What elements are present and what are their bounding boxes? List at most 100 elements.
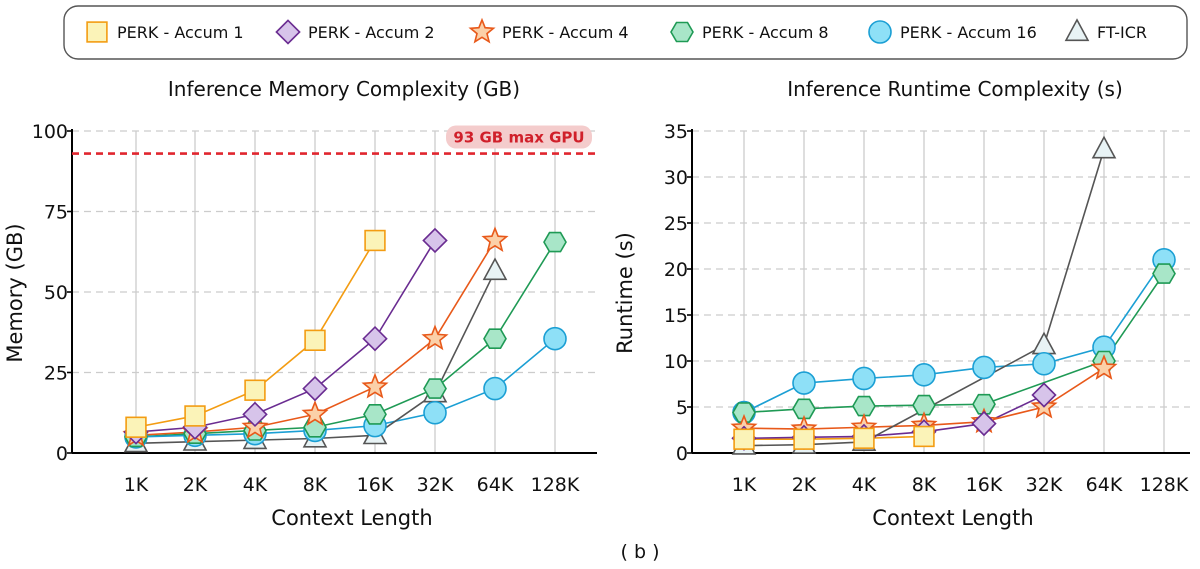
- data-point: [483, 376, 507, 401]
- x-tick-label: 8K: [303, 474, 328, 496]
- x-tick-label: 128K: [1140, 474, 1189, 496]
- y-tick-label: 15: [664, 305, 688, 327]
- data-point: [363, 403, 387, 425]
- data-point: [303, 416, 327, 438]
- chart-title: Inference Memory Complexity (GB): [168, 77, 520, 101]
- legend-marker-circle: [868, 20, 892, 44]
- data-point: [1032, 351, 1056, 376]
- series-perk-accum-2: [123, 227, 448, 445]
- data-point: [543, 231, 567, 253]
- max-gpu-badge: [446, 125, 592, 149]
- data-point: [913, 425, 935, 448]
- x-axis-label: Context Length: [271, 506, 432, 530]
- y-axis-label: Memory (GB): [3, 223, 27, 362]
- legend-marker-triangle: [1064, 18, 1090, 42]
- data-point: [972, 393, 996, 415]
- legend-label: PERK - Accum 8: [702, 23, 829, 42]
- data-point: [302, 375, 328, 402]
- y-tick-label: 25: [44, 363, 68, 385]
- data-point: [421, 324, 449, 351]
- data-point: [422, 227, 448, 254]
- y-axis-label: Runtime (s): [613, 232, 637, 354]
- x-tick-label: 128K: [531, 474, 580, 496]
- figure-label: ( b ): [621, 541, 660, 563]
- data-point: [912, 362, 936, 387]
- data-point: [1091, 135, 1117, 159]
- x-tick-label: 2K: [792, 474, 817, 496]
- data-point: [301, 400, 329, 426]
- legend-item-perk-accum-1: PERK - Accum 1: [86, 21, 244, 43]
- data-point: [732, 402, 756, 423]
- y-tick-label: 0: [676, 443, 688, 465]
- data-point: [1031, 382, 1057, 408]
- legend-label: PERK - Accum 1: [117, 23, 244, 42]
- data-point: [543, 326, 567, 351]
- data-point: [1090, 354, 1118, 380]
- data-point: [423, 378, 447, 399]
- chart-panel-memory: Inference Memory Complexity (GB) 0 25 50 75 1…: [3, 77, 597, 530]
- data-point: [361, 372, 389, 399]
- data-point: [1031, 331, 1057, 355]
- data-point: [733, 428, 755, 450]
- data-point: [792, 371, 816, 395]
- legend-label: FT-ICR: [1097, 23, 1147, 42]
- data-point: [971, 410, 997, 437]
- x-tick-label: 16K: [966, 474, 1003, 496]
- x-tick-label: 4K: [243, 474, 268, 496]
- series-perk-accum-1: [733, 425, 935, 450]
- data-point: [1152, 263, 1176, 284]
- legend-label: PERK - Accum 16: [900, 23, 1037, 42]
- data-point: [852, 366, 876, 391]
- data-point: [483, 328, 507, 350]
- series-markers: [730, 135, 1176, 455]
- x-tick-label: 64K: [1086, 474, 1123, 496]
- data-point: [362, 325, 388, 352]
- x-axis-label: Context Length: [872, 506, 1033, 530]
- series-line-perk-accum-1: [744, 435, 925, 441]
- y-tick-label: 5: [676, 397, 688, 419]
- y-tick-label: 50: [44, 282, 68, 304]
- x-tick-label: 8K: [912, 474, 937, 496]
- data-point: [242, 401, 268, 428]
- legend-marker-square: [86, 21, 108, 43]
- data-point: [482, 257, 508, 281]
- legend-item-perk-accum-8: PERK - Accum 8: [670, 21, 829, 43]
- data-point: [125, 416, 147, 438]
- series-markers: [122, 226, 567, 453]
- x-tick-label: 1K: [124, 474, 149, 496]
- y-tick-label: 20: [664, 259, 688, 281]
- max-gpu-label: 93 GB max GPU: [453, 129, 584, 147]
- y-tick-label: 30: [664, 167, 688, 189]
- legend-label: PERK - Accum 4: [502, 23, 629, 42]
- x-tick-label: 1K: [732, 474, 757, 496]
- legend-item-perk-accum-16: PERK - Accum 16: [868, 20, 1037, 44]
- data-point: [793, 428, 815, 450]
- data-point: [852, 395, 876, 417]
- series-perk-accum-1: [125, 229, 386, 438]
- series-perk-accum-16: [732, 247, 1176, 425]
- y-tick-label: 0: [56, 443, 68, 465]
- chart-panel-runtime: Inference Runtime Complexity (s) 0 5 10 15 20…: [613, 77, 1190, 530]
- y-tick-label: 10: [664, 351, 688, 373]
- series-line-perk-accum-2: [743, 394, 1045, 440]
- data-point: [244, 379, 266, 401]
- legend-item-ft-icr: FT-ICR: [1064, 18, 1147, 42]
- data-point: [364, 229, 386, 252]
- legend-frame: [63, 5, 1188, 60]
- data-point: [853, 427, 875, 449]
- data-point: [184, 405, 206, 427]
- x-tick-label: 2K: [183, 474, 208, 496]
- series-line-perk-accum-2: [135, 240, 436, 433]
- legend-marker-diamond: [275, 19, 301, 45]
- data-point: [912, 394, 936, 416]
- data-point: [423, 400, 447, 425]
- x-tick-label: 32K: [417, 474, 454, 496]
- x-tick-label: 4K: [852, 474, 877, 496]
- x-tick-label: 16K: [357, 474, 394, 496]
- y-tick-label: 100: [32, 121, 68, 143]
- x-tick-label: 64K: [477, 474, 514, 496]
- legend-item-perk-accum-4: PERK - Accum 4: [468, 17, 629, 44]
- data-point: [481, 226, 509, 253]
